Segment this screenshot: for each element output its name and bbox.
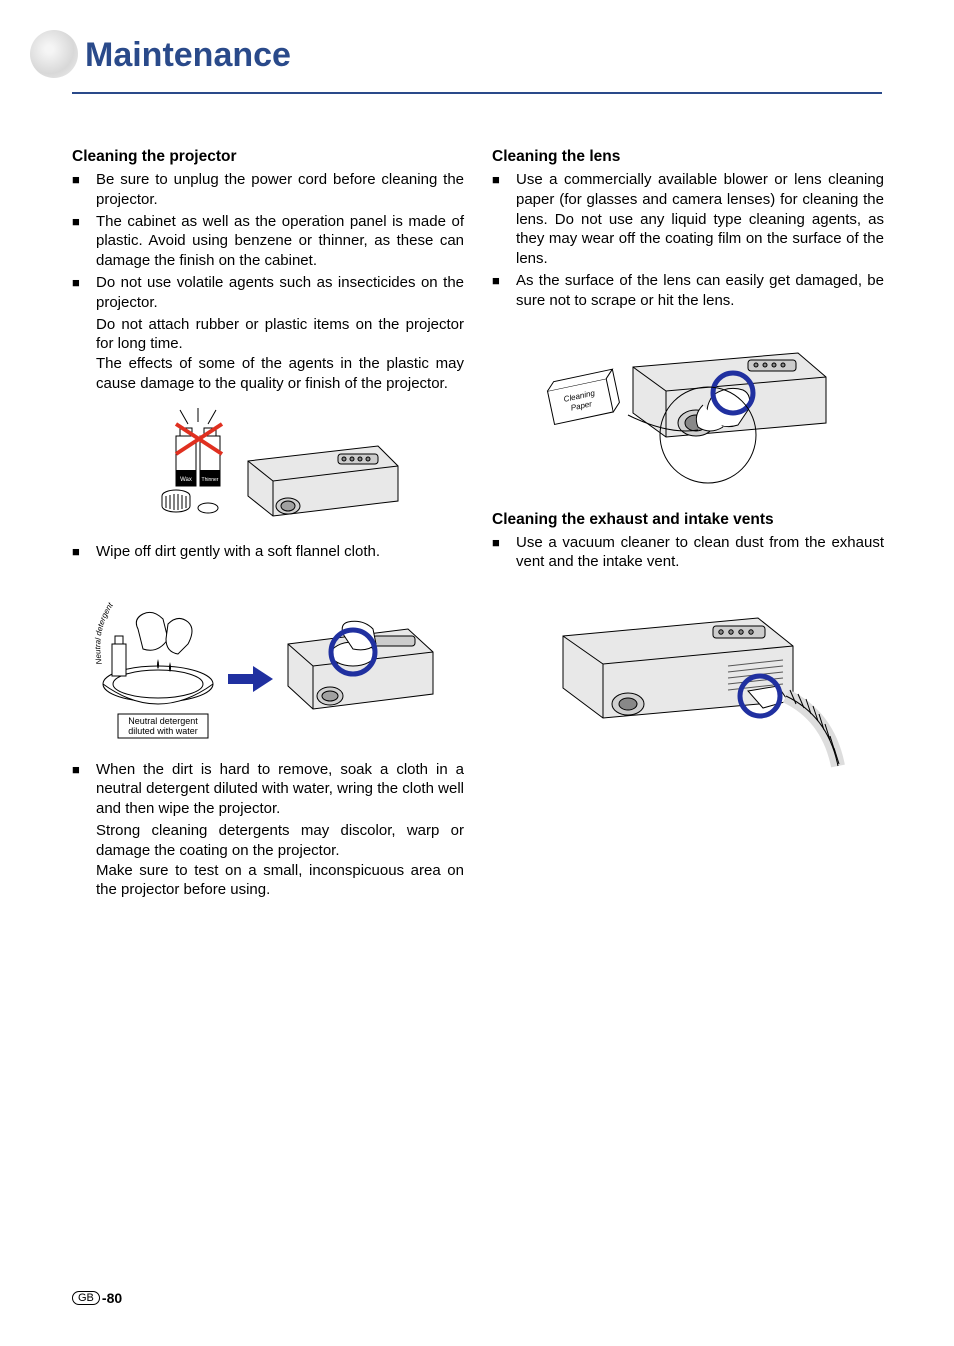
- lens-cleaning-illustration: Cleaning Paper: [538, 335, 838, 485]
- bullet-text: As the surface of the lens can easily ge…: [516, 271, 884, 311]
- bullet-item: ■ Use a commercially available blower or…: [492, 170, 884, 269]
- bullet-marker-icon: ■: [72, 760, 96, 819]
- bullet-marker-icon: ■: [492, 533, 516, 573]
- bullet-text: Be sure to unplug the power cord before …: [96, 170, 464, 210]
- heading-cleaning-lens: Cleaning the lens: [492, 148, 884, 166]
- bullet-marker-icon: ■: [72, 170, 96, 210]
- bullet-item: ■ As the surface of the lens can easily …: [492, 271, 884, 311]
- page-footer: GB -80: [72, 1290, 122, 1306]
- bullet-marker-icon: ■: [72, 273, 96, 313]
- title-underline: [72, 92, 882, 94]
- bullet-item: ■ Do not use volatile agents such as ins…: [72, 273, 464, 313]
- continuation-text: The effects of some of the agents in the…: [72, 354, 464, 394]
- arrow-icon: [228, 666, 273, 692]
- bullet-item: ■ When the dirt is hard to remove, soak …: [72, 760, 464, 819]
- figure-detergent-wipe: Neutral detergent Neutral detergent dilu…: [72, 574, 464, 744]
- detergent-wipe-illustration: Neutral detergent Neutral detergent dilu…: [88, 574, 448, 744]
- bullet-text: Do not use volatile agents such as insec…: [96, 273, 464, 313]
- heading-cleaning-vents: Cleaning the exhaust and intake vents: [492, 511, 884, 529]
- figure-lens-cleaning: Cleaning Paper: [492, 335, 884, 485]
- left-column: Cleaning the projector ■ Be sure to unpl…: [72, 148, 464, 900]
- continuation-text: Strong cleaning detergents may discolor,…: [72, 821, 464, 861]
- page-number: -80: [102, 1290, 122, 1306]
- region-badge: GB: [72, 1291, 100, 1305]
- thinner-label: Thinner: [202, 477, 219, 483]
- figure-no-chemicals: Wax Thinner: [72, 406, 464, 526]
- bullet-text: Wipe off dirt gently with a soft flannel…: [96, 542, 464, 562]
- right-column: Cleaning the lens ■ Use a commercially a…: [492, 148, 884, 900]
- page-header: Maintenance: [30, 30, 291, 80]
- continuation-text: Make sure to test on a small, inconspicu…: [72, 861, 464, 901]
- page-title: Maintenance: [85, 36, 291, 75]
- projector-chemicals-illustration: Wax Thinner: [128, 406, 408, 526]
- heading-cleaning-projector: Cleaning the projector: [72, 148, 464, 166]
- figure-vacuum-vents: [492, 596, 884, 776]
- bullet-marker-icon: ■: [492, 271, 516, 311]
- bullet-text: Use a commercially available blower or l…: [516, 170, 884, 269]
- bullet-text: Use a vacuum cleaner to clean dust from …: [516, 533, 884, 573]
- bullet-item: ■ Be sure to unplug the power cord befor…: [72, 170, 464, 210]
- continuation-text: Do not attach rubber or plastic items on…: [72, 315, 464, 355]
- header-bubble-icon: [30, 30, 80, 80]
- bullet-item: ■ Use a vacuum cleaner to clean dust fro…: [492, 533, 884, 573]
- bullet-marker-icon: ■: [72, 212, 96, 271]
- wax-label: Wax: [180, 477, 192, 483]
- bullet-marker-icon: ■: [72, 542, 96, 562]
- bullet-item: ■ Wipe off dirt gently with a soft flann…: [72, 542, 464, 562]
- vacuum-vents-illustration: [528, 596, 848, 776]
- detergent-box-line2: diluted with water: [128, 726, 198, 736]
- content-area: Cleaning the projector ■ Be sure to unpl…: [72, 148, 884, 900]
- bullet-text: When the dirt is hard to remove, soak a …: [96, 760, 464, 819]
- bullet-marker-icon: ■: [492, 170, 516, 269]
- bullet-item: ■ The cabinet as well as the operation p…: [72, 212, 464, 271]
- bullet-text: The cabinet as well as the operation pan…: [96, 212, 464, 271]
- detergent-box-line1: Neutral detergent: [128, 716, 198, 726]
